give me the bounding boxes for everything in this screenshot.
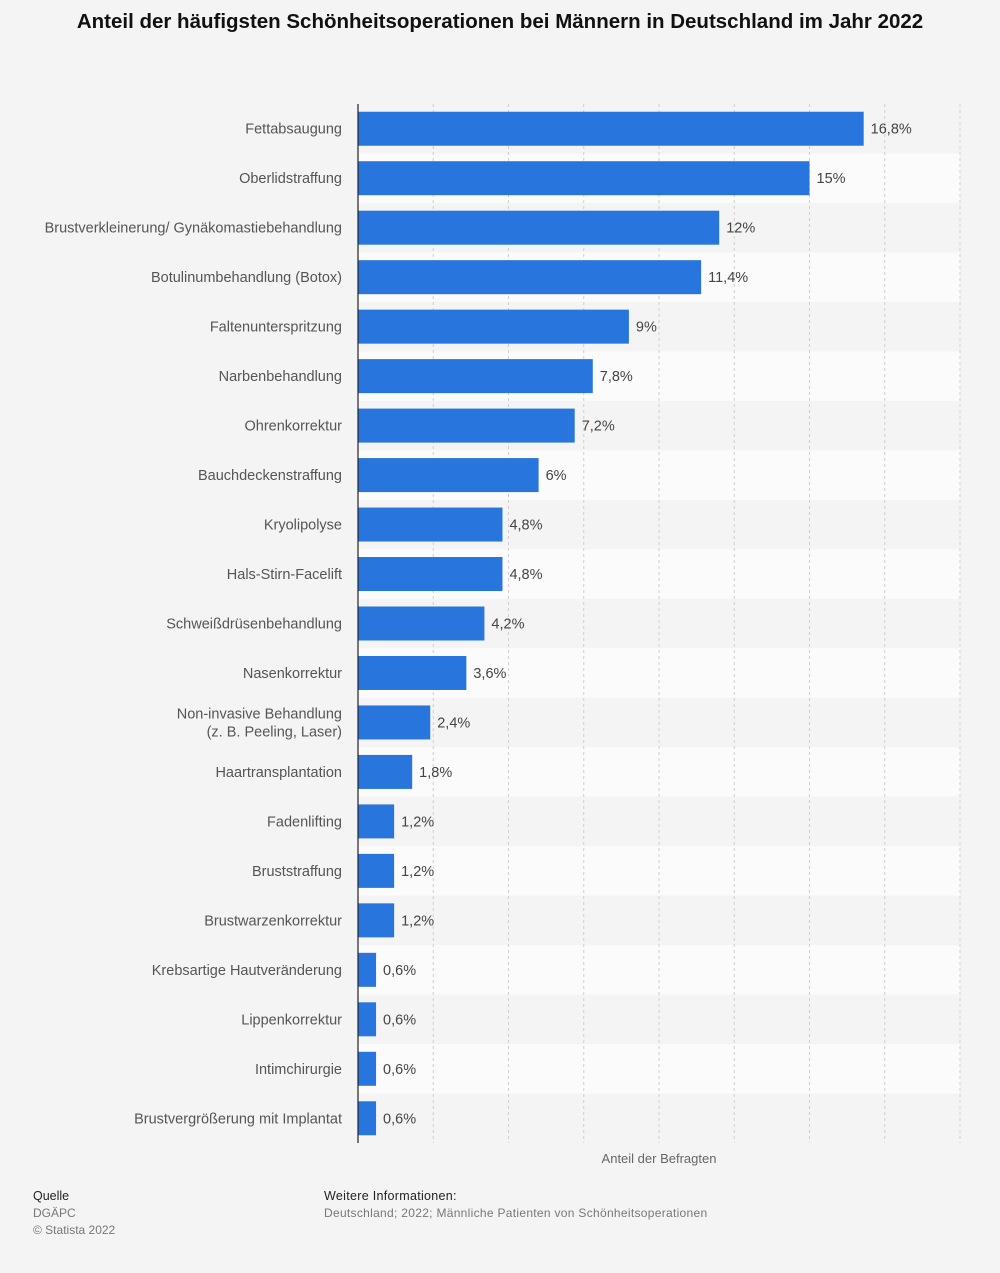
bar xyxy=(358,804,395,839)
category-label: Intimchirurgie xyxy=(255,1062,342,1078)
bar xyxy=(358,111,864,146)
row-stripe xyxy=(358,1044,960,1094)
bar xyxy=(358,1051,377,1086)
value-label: 1,2% xyxy=(401,913,434,929)
bar xyxy=(358,952,377,987)
category-label: Nasenkorrektur xyxy=(243,666,342,682)
chart-title: Anteil der häufigsten Schönheitsoperatio… xyxy=(76,10,924,33)
value-label: 3,6% xyxy=(473,666,506,682)
x-axis-label: Anteil der Befragten xyxy=(602,1151,717,1166)
category-label: Faltenunterspritzung xyxy=(210,320,342,336)
value-label: 1,2% xyxy=(401,864,434,880)
value-label: 7,8% xyxy=(600,369,633,385)
value-label: 7,2% xyxy=(582,419,615,435)
value-label: 16,8% xyxy=(871,122,912,138)
category-label: Schweißdrüsenbehandlung xyxy=(166,617,342,633)
value-label: 4,8% xyxy=(509,518,542,534)
value-label: 4,2% xyxy=(491,617,524,633)
source-heading: Quelle xyxy=(33,1189,70,1203)
category-label: Botulinumbehandlung (Botox) xyxy=(151,270,342,286)
bar xyxy=(358,606,485,641)
value-label: 12% xyxy=(726,221,755,237)
value-label: 0,6% xyxy=(383,1111,416,1127)
bar xyxy=(358,1002,377,1037)
bar xyxy=(358,507,503,542)
info-heading: Weitere Informationen: xyxy=(324,1189,457,1203)
category-label: Bruststraffung xyxy=(252,864,342,880)
category-label: Kryolipolyse xyxy=(264,518,342,534)
info-text: Deutschland; 2022; Männliche Patienten v… xyxy=(324,1206,708,1220)
bar xyxy=(358,408,575,443)
value-label: 9% xyxy=(636,320,657,336)
category-label: Hals-Stirn-Facelift xyxy=(227,567,342,583)
footer-info: Weitere Informationen: Deutschland; 2022… xyxy=(324,1188,707,1222)
category-label: Krebsartige Hautveränderung xyxy=(152,963,342,979)
category-label: Brustvergrößerung mit Implantat xyxy=(134,1111,342,1127)
bar xyxy=(358,1101,377,1136)
value-label: 11,4% xyxy=(708,270,748,286)
value-label: 1,8% xyxy=(419,765,452,781)
category-label: Oberlidstraffung xyxy=(239,171,342,187)
category-label: Haartransplantation xyxy=(215,765,342,781)
category-label: Bauchdeckenstraffung xyxy=(198,468,342,484)
bar xyxy=(358,705,431,740)
bar xyxy=(358,458,539,493)
footer-source: Quelle DGÄPC © Statista 2022 xyxy=(33,1188,115,1239)
bar xyxy=(358,655,467,690)
bar xyxy=(358,309,629,344)
copyright: © Statista 2022 xyxy=(33,1223,116,1237)
category-label: Fadenlifting xyxy=(267,814,342,830)
bar-chart: Fettabsaugung 16,8% Oberlidstraffung 15% Bru… xyxy=(45,104,961,1166)
bar xyxy=(358,210,720,245)
bar xyxy=(358,557,503,592)
category-label: Lippenkorrektur xyxy=(241,1012,342,1028)
category-label: Ohrenkorrektur xyxy=(244,419,342,435)
value-label: 0,6% xyxy=(383,963,416,979)
category-label: Brustwarzenkorrektur xyxy=(204,913,342,929)
category-label: Non-invasive Behandlung (z. B. Peeling, L… xyxy=(177,706,342,740)
category-label: Narbenbehandlung xyxy=(219,369,342,385)
row-stripe xyxy=(358,846,960,896)
value-label: 0,6% xyxy=(383,1062,416,1078)
bar xyxy=(358,903,395,938)
value-label: 0,6% xyxy=(383,1012,416,1028)
value-label: 2,4% xyxy=(437,715,470,731)
source-name: DGÄPC xyxy=(33,1206,76,1220)
value-label: 6% xyxy=(546,468,567,484)
bar xyxy=(358,161,810,196)
value-label: 1,2% xyxy=(401,814,434,830)
bar xyxy=(358,754,413,789)
bar xyxy=(358,359,593,394)
category-label: Brustverkleinerung/ Gynäkomastiebehandlu… xyxy=(45,221,342,237)
category-label: Fettabsaugung xyxy=(245,122,342,138)
bar xyxy=(358,260,702,295)
value-label: 4,8% xyxy=(509,567,542,583)
value-label: 15% xyxy=(817,171,846,187)
bar xyxy=(358,853,395,888)
